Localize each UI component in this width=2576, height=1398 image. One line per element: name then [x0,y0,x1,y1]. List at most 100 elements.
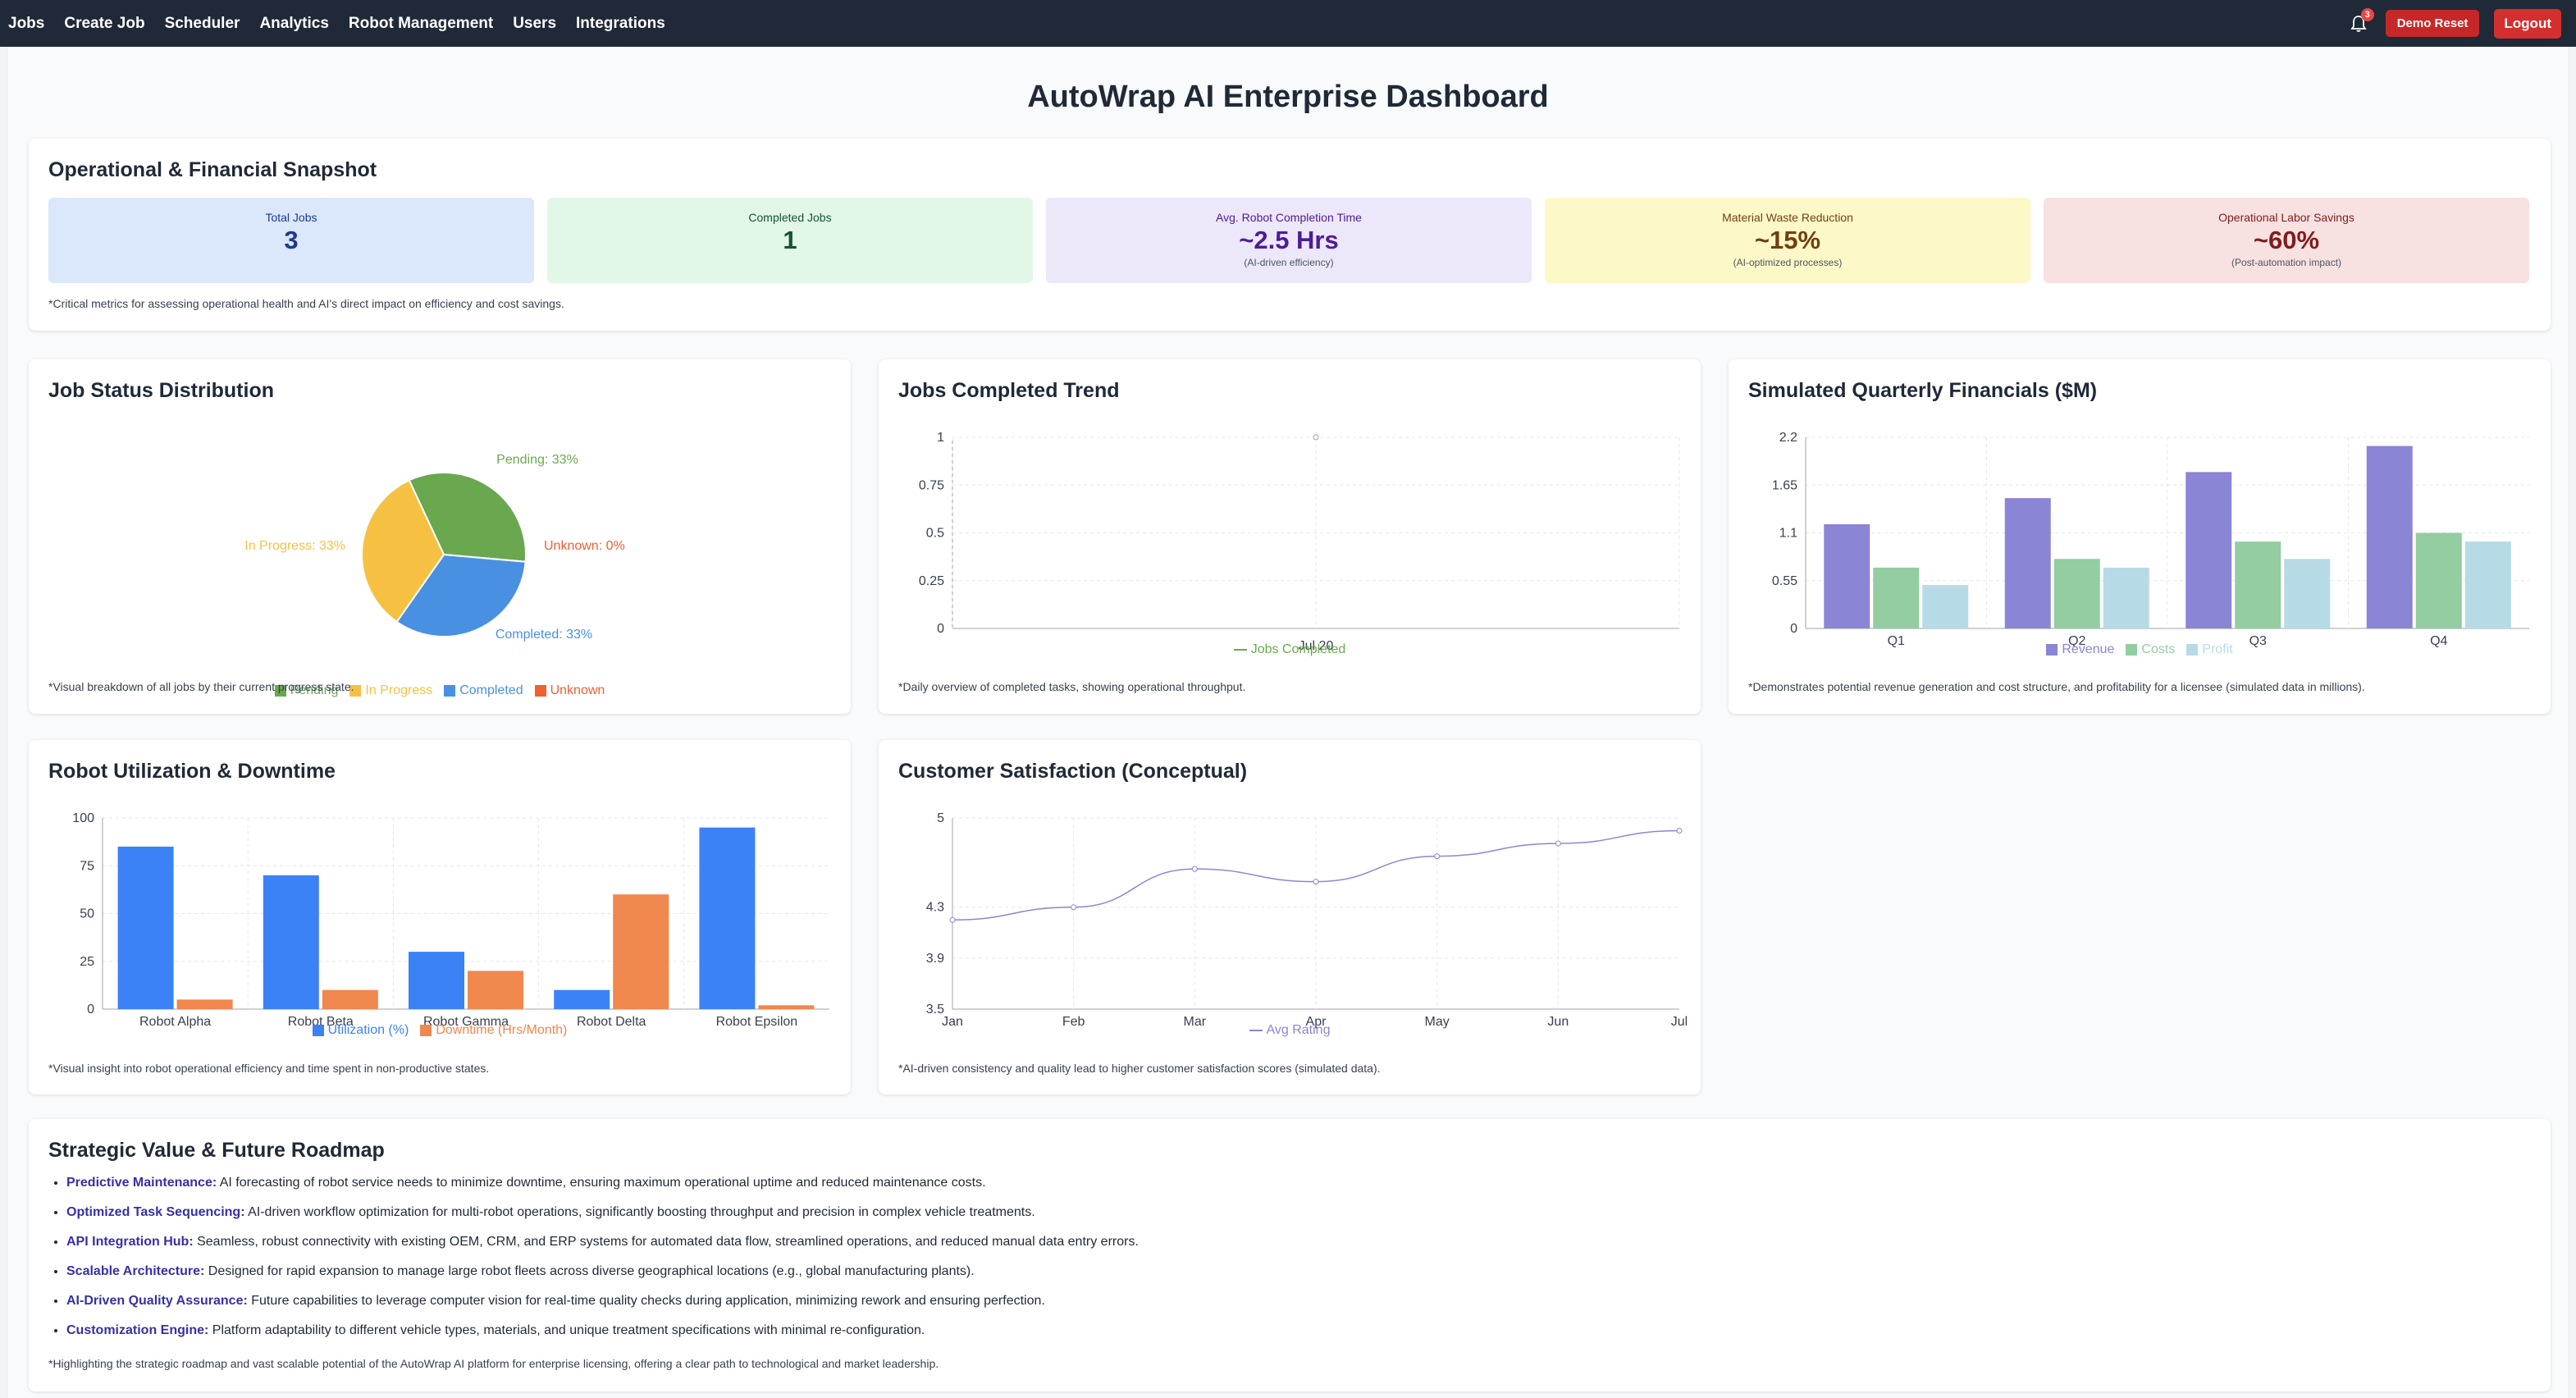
legend-item-utilization[interactable]: Utilization (%) [312,1023,409,1038]
pie-label-unknown: Unknown: 0% [544,539,625,553]
roadmap-item-ai-driven-quality-assurance: AI-Driven Quality Assurance: Future capa… [66,1293,1139,1309]
satisfaction-point-jul [1676,828,1683,834]
trend|1-y-tick-label: 0.5 [926,527,944,541]
robots-bar-downtime-hrs-month-robot-alpha [176,999,233,1009]
legend-label: Revenue [2062,642,2115,656]
snapshot-note: *Critical metrics for assessing operatio… [48,297,564,310]
financials-bar-revenue-q4 [2366,445,2413,628]
financials-card: Simulated Quarterly Financials ($M) 0 0.5… [1729,359,2551,714]
pie-label-completed: Completed: 33% [496,628,592,642]
logout-button[interactable]: Logout [2494,8,2561,39]
robots-bar-downtime-hrs-month-robot-epsilon [758,1005,815,1009]
satisfaction-x-tick-label: Feb [1062,1015,1085,1029]
job-status-title: Job Status Distribution [48,379,274,402]
legend-swatch [2186,644,2199,656]
legend-item-pending[interactable]: Pending [274,683,338,698]
satisfaction-title: Customer Satisfaction (Conceptual) [898,760,1248,783]
satisfaction-point-may [1434,853,1441,860]
legend-swatch [420,1025,432,1036]
satisfaction-x-tick-label: Jun [1547,1015,1569,1029]
nav-jobs[interactable]: Jobs [8,14,45,32]
legend-item-in-progress[interactable]: In Progress [349,683,432,698]
pie-slice-pending [408,472,527,563]
robots-bar-utilization-robot-epsilon [699,827,756,1009]
satisfaction-note: *AI-driven consistency and quality lead … [898,1062,1381,1075]
robot-utilization-bar-chart: 0 25 50 75 100 Robot Alpha Robot Beta Robot Gam… [72,811,829,1029]
roadmap-item-text: Future capabilities to leverage computer… [247,1294,1045,1308]
legend-item-downtime-hrs-month[interactable]: Downtime (Hrs/Month) [420,1023,567,1038]
notification-count-badge: 3 [2360,7,2374,21]
roadmap-item-text: Designed for rapid expansion to manage l… [204,1264,975,1278]
robots-bar-utilization-robot-gamma [409,952,464,1009]
legend-label: Costs [2141,642,2176,656]
metric-completed-jobs: Completed Jobs 1 [547,198,1033,283]
legend-item-jobs-completed[interactable]: Jobs Completed [1233,642,1345,657]
robots-bar-utilization-robot-beta [263,875,319,1009]
satisfaction-x-tick-label: Jan [942,1015,963,1029]
jobs-trend-card: Jobs Completed Trend 0 0.25 0.5 0.75 1 Jul 20… [879,359,1701,714]
pie-label-in-progress: In Progress: 33% [244,539,345,553]
nav-analytics[interactable]: Analytics [259,14,329,32]
notification-button[interactable]: 3 [2346,7,2374,36]
job-status-pie-chart: Pending: 33% In Progress: 33% Completed: 3… [244,453,625,642]
financials-x-tick-label: Q3 [2249,634,2267,648]
legend-item-completed[interactable]: Completed [444,683,523,698]
legend-swatch [274,685,286,697]
dashboard-page: AutoWrap AI Enterprise Dashboard Operati… [7,47,2569,1398]
metric-subtext: (AI-optimized processes) [1733,257,1843,268]
metric-operational-labor-savings: Operational Labor Savings ~60% (Post-autom… [2044,198,2529,283]
trend|1-y-tick-label: 1 [937,431,944,445]
nav-integrations[interactable]: Integrations [576,14,665,32]
metric-material-waste-reduction: Material Waste Reduction ~15% (AI-optimize… [1545,198,2030,283]
financials|2-y-tick-label: 0.55 [1772,574,1797,588]
legend-swatch [1249,1030,1263,1031]
satisfaction|4-y-tick-label: 4.3 [926,901,944,915]
jobs-trend-line-chart: 0 0.25 0.5 0.75 1 Jul 20 [919,431,1680,653]
jobs-trend-note: *Daily overview of completed tasks, show… [898,680,1246,693]
page-title: AutoWrap AI Enterprise Dashboard [1027,80,1549,114]
satisfaction-point-jun [1555,840,1561,847]
legend-item-avg-rating[interactable]: Avg Rating [1249,1023,1330,1038]
financials-bar-revenue-q1 [1824,523,1870,628]
financials-bar-chart: 0 0.55 1.1 1.65 2.2 Q1 Q2 Q3 Q4 [1772,431,2529,648]
satisfaction-point-feb [1071,904,1077,911]
nav-create-job[interactable]: Create Job [64,14,145,32]
legend-swatch [534,685,546,697]
metric-label: Completed Jobs [748,211,832,224]
nav-users[interactable]: Users [513,14,557,32]
satisfaction-x-tick-label: Jul [1671,1015,1688,1029]
financials-bar-costs-q1 [1873,567,1920,628]
satisfaction-point-jan [949,916,956,923]
nav-scheduler[interactable]: Scheduler [164,14,240,32]
financials-title: Simulated Quarterly Financials ($M) [1748,379,2098,402]
robots-bar-downtime-hrs-month-robot-beta [322,989,378,1009]
pie-slice-completed [395,553,527,637]
legend-item-revenue[interactable]: Revenue [2046,642,2114,657]
robots-bar-utilization-robot-delta [554,989,610,1009]
robots-bar-downtime-hrs-month-robot-gamma [468,971,523,1009]
financials-bar-profit-q2 [2103,567,2149,628]
roadmap-item-text: Seamless, robust connectivity with exist… [193,1235,1139,1249]
nav-actions: 3 Demo Reset Logout [2346,7,2568,39]
roadmap-item-title: Scalable Architecture: [66,1264,205,1278]
financials-note: *Demonstrates potential revenue generati… [1748,680,2365,693]
financials|2-y-tick-label: 1.1 [1779,527,1797,541]
legend-item-profit[interactable]: Profit [2186,642,2233,657]
robots-legend: Utilization (%) Downtime (Hrs/Month) [29,1023,851,1038]
legend-item-costs[interactable]: Costs [2126,642,2175,657]
satisfaction-point-apr [1313,879,1319,885]
demo-reset-button[interactable]: Demo Reset [2385,10,2480,37]
roadmap-item-customization-engine: Customization Engine: Platform adaptabil… [66,1323,1139,1339]
financials-bar-costs-q2 [2053,559,2100,628]
legend-label: Profit [2202,642,2233,656]
legend-item-unknown[interactable]: Unknown [534,683,605,698]
robots-bar-downtime-hrs-month-robot-delta [613,894,669,1009]
robots-x-tick-label: Robot Alpha [139,1015,211,1029]
snapshot-card: Operational & Financial Snapshot Total J… [29,139,2551,331]
pie-label-pending: Pending: 33% [496,453,578,467]
robots-card: Robot Utilization & Downtime 0 25 50 75 100 R… [29,740,851,1094]
nav-robot-management[interactable]: Robot Management [348,14,494,32]
metric-value: ~15% [1754,226,1821,254]
robots-x-tick-label: Robot Epsilon [716,1015,798,1029]
robots-x-tick-label: Robot Gamma [423,1015,509,1029]
